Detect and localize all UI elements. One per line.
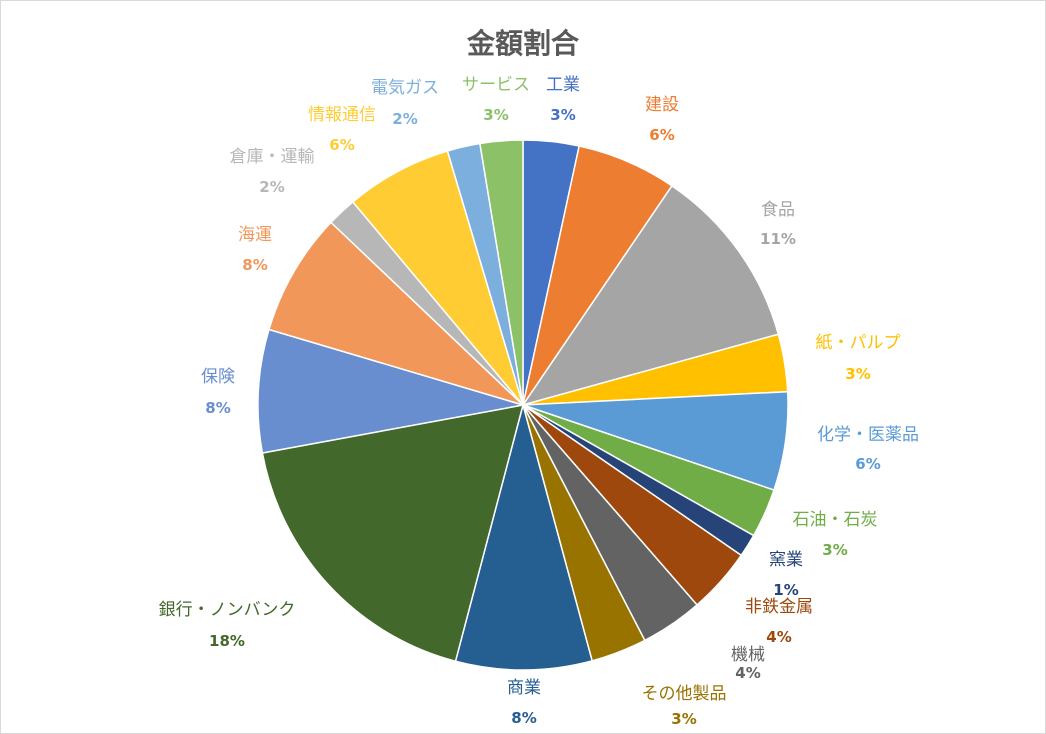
data-label-category: 倉庫・運輸	[229, 147, 315, 167]
data-label-category: 保険	[201, 367, 235, 387]
data-label-category: サービス	[462, 75, 530, 95]
data-label-category: 石油・石炭	[792, 510, 878, 530]
chart-title: 金額割合	[466, 27, 579, 60]
data-label-percent: 8%	[242, 256, 268, 274]
data-label-category: 食品	[761, 200, 795, 220]
data-label-category: 銀行・ノンバンク	[158, 600, 296, 620]
data-label-percent: 2%	[392, 110, 418, 128]
data-label-percent: 4%	[735, 664, 761, 682]
data-label-percent: 1%	[773, 581, 799, 599]
data-label-percent: 6%	[329, 136, 355, 154]
data-label-category: 工業	[546, 75, 580, 95]
data-label-percent: 3%	[845, 365, 871, 383]
data-label-percent: 3%	[483, 106, 509, 124]
data-label-category: 化学・医薬品	[817, 425, 919, 445]
data-label-category: 機械	[731, 645, 765, 665]
data-label-percent: 6%	[649, 126, 675, 144]
data-label-percent: 4%	[766, 628, 792, 646]
pie-slice	[268, 221, 524, 406]
data-label-percent: 6%	[855, 455, 881, 473]
data-label-percent: 18%	[209, 632, 245, 650]
pie-slice	[454, 402, 594, 671]
data-label-category: 非鉄金属	[745, 597, 813, 617]
data-label-category: 情報通信	[308, 105, 376, 125]
data-label-category: 商業	[507, 678, 541, 698]
data-label-category: 電気ガス	[371, 78, 439, 98]
data-label-category: 紙・パルプ	[815, 333, 901, 353]
data-label-percent: 3%	[822, 541, 848, 559]
pie-slice	[261, 404, 525, 663]
data-label-category: 海運	[238, 225, 272, 245]
data-label-percent: 3%	[671, 710, 697, 728]
data-label-percent: 11%	[760, 230, 796, 248]
pie-slice	[257, 328, 524, 454]
data-label-percent: 8%	[205, 399, 231, 417]
data-label-category: 窯業	[769, 550, 803, 570]
data-label-category: その他製品	[641, 684, 727, 704]
pie-slice	[521, 184, 780, 407]
data-label-percent: 3%	[550, 106, 576, 124]
data-label-percent: 8%	[511, 709, 537, 727]
data-label-percent: 2%	[259, 178, 285, 196]
pie-slice	[479, 139, 524, 406]
data-label-category: 建設	[645, 95, 679, 115]
